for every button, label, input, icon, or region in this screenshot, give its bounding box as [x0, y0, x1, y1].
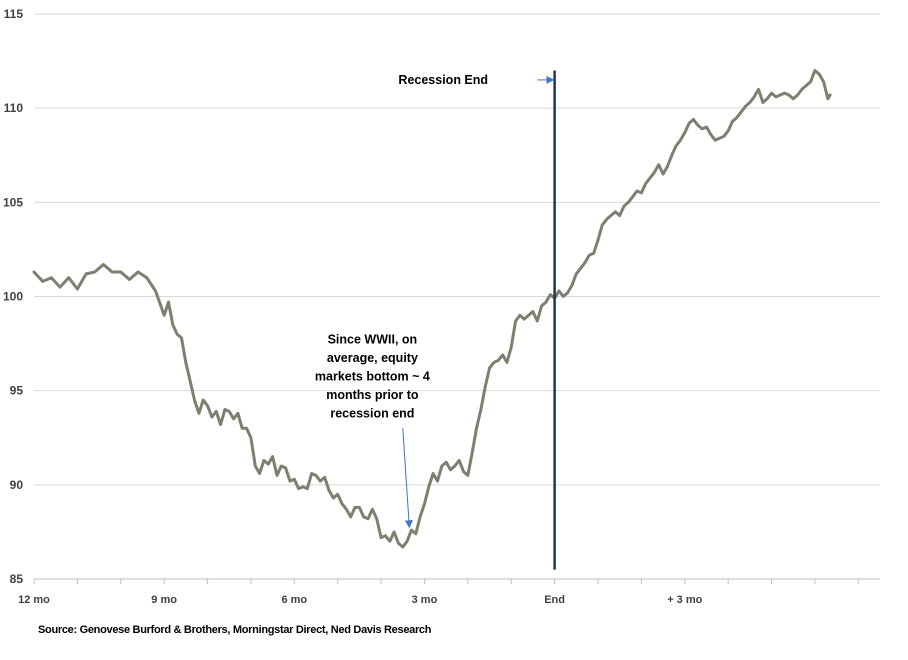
x-tick-label: 9 mo: [151, 594, 177, 606]
y-tick-label-110: 110: [4, 101, 24, 115]
bottom-note-line: months prior to: [326, 388, 419, 402]
x-tick-label: + 3 mo: [667, 594, 702, 606]
bottom-note-line: average, equity: [327, 351, 418, 365]
recession-end-label: Recession End: [398, 73, 488, 87]
x-tick-label: 6 mo: [281, 594, 307, 606]
bottom-note-line: recession end: [330, 407, 414, 421]
series-line-0: [34, 71, 830, 548]
bottom-note-line: Since WWII, on: [328, 333, 418, 347]
y-tick-label-100: 100: [3, 290, 23, 304]
x-axis: 12 mo 9 mo 6 mo 3 mo End + 3 mo: [18, 579, 880, 606]
y-tick-label-105: 105: [3, 195, 23, 209]
x-tick-label: 3 mo: [412, 594, 438, 606]
y-tick-label-95: 95: [10, 384, 24, 398]
x-tick-label: 12 mo: [18, 594, 50, 606]
annotation-arrow: [403, 428, 410, 526]
y-tick-label-90: 90: [10, 478, 24, 492]
y-tick-label-85: 85: [10, 572, 24, 586]
annotations-layer: Recession End Since WWII, on average, equi…: [315, 71, 555, 570]
source-note: Source: Genovese Burford & Brothers, Mor…: [38, 624, 431, 636]
y-axis: 85 90 95 100 105 110 115: [3, 7, 23, 586]
series-layer: [34, 71, 830, 548]
bottom-note-line: markets bottom ~ 4: [315, 370, 430, 384]
y-tick-label-115: 115: [4, 7, 24, 21]
x-tick-label: End: [544, 594, 565, 606]
